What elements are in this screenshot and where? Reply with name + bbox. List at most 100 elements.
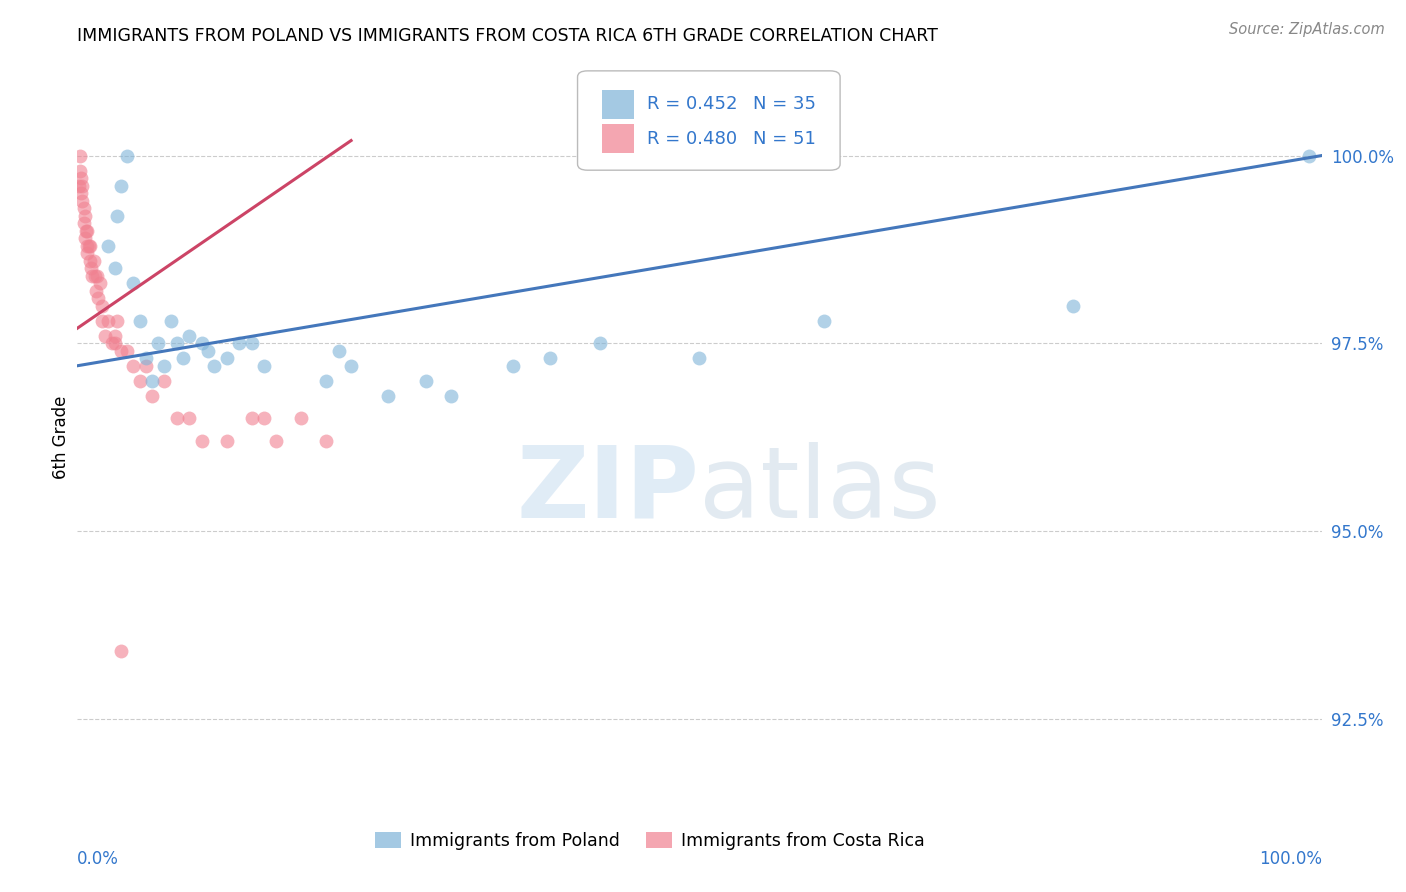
- Point: [84, 284, 107, 298]
- Point: [97, 238, 120, 252]
- Point: [172, 351, 194, 366]
- Point: [69, 148, 91, 162]
- Point: [83, 253, 105, 268]
- Point: [153, 359, 176, 373]
- Point: [166, 336, 188, 351]
- Point: [110, 343, 132, 358]
- Point: [69, 163, 91, 178]
- Text: ZIP: ZIP: [516, 442, 700, 539]
- Point: [67, 178, 90, 193]
- Point: [179, 328, 201, 343]
- Text: Source: ZipAtlas.com: Source: ZipAtlas.com: [1229, 22, 1385, 37]
- Point: [240, 411, 263, 425]
- Point: [179, 411, 201, 425]
- Bar: [602, 124, 634, 153]
- Point: [197, 343, 219, 358]
- Point: [328, 343, 350, 358]
- Point: [1062, 299, 1084, 313]
- Point: [72, 216, 94, 230]
- Point: [101, 336, 124, 351]
- Point: [87, 291, 110, 305]
- Text: 0.0%: 0.0%: [77, 850, 120, 868]
- Point: [315, 374, 337, 388]
- Point: [72, 178, 94, 193]
- Point: [105, 314, 128, 328]
- Point: [240, 336, 263, 351]
- Point: [135, 351, 157, 366]
- Point: [79, 253, 101, 268]
- Point: [290, 411, 312, 425]
- Point: [73, 231, 96, 245]
- Point: [141, 389, 163, 403]
- Point: [1298, 148, 1320, 162]
- Point: [122, 276, 145, 290]
- Point: [79, 238, 101, 252]
- Point: [153, 374, 176, 388]
- Point: [689, 351, 711, 366]
- Point: [80, 261, 103, 276]
- Point: [135, 359, 157, 373]
- Point: [115, 148, 138, 162]
- Point: [97, 314, 120, 328]
- Point: [82, 268, 104, 283]
- Point: [70, 171, 93, 186]
- Point: [215, 434, 238, 448]
- Point: [502, 359, 524, 373]
- Point: [141, 374, 163, 388]
- Point: [91, 299, 114, 313]
- Point: [128, 314, 150, 328]
- Text: R = 0.480: R = 0.480: [647, 130, 737, 148]
- Point: [93, 328, 115, 343]
- Point: [105, 209, 128, 223]
- Point: [538, 351, 561, 366]
- Point: [253, 411, 276, 425]
- Point: [340, 359, 363, 373]
- Point: [72, 194, 94, 208]
- Point: [104, 328, 127, 343]
- Point: [202, 359, 225, 373]
- Legend: Immigrants from Poland, Immigrants from Costa Rica: Immigrants from Poland, Immigrants from …: [368, 825, 931, 857]
- Text: IMMIGRANTS FROM POLAND VS IMMIGRANTS FROM COSTA RICA 6TH GRADE CORRELATION CHART: IMMIGRANTS FROM POLAND VS IMMIGRANTS FRO…: [77, 28, 938, 45]
- Bar: [602, 90, 634, 119]
- Point: [76, 224, 98, 238]
- Point: [75, 224, 97, 238]
- Point: [122, 359, 145, 373]
- Text: atlas: atlas: [700, 442, 941, 539]
- Point: [76, 238, 98, 252]
- Point: [73, 209, 96, 223]
- Point: [104, 336, 127, 351]
- Point: [377, 389, 399, 403]
- Text: N = 35: N = 35: [754, 95, 815, 113]
- Point: [76, 246, 98, 260]
- Point: [439, 389, 461, 403]
- Point: [228, 336, 250, 351]
- Point: [70, 186, 93, 200]
- Point: [115, 343, 138, 358]
- Point: [110, 178, 132, 193]
- Point: [128, 374, 150, 388]
- Point: [77, 238, 100, 252]
- Point: [72, 201, 94, 215]
- Point: [253, 359, 276, 373]
- FancyBboxPatch shape: [578, 70, 841, 170]
- Point: [215, 351, 238, 366]
- Text: N = 51: N = 51: [754, 130, 815, 148]
- Y-axis label: 6th Grade: 6th Grade: [52, 395, 70, 479]
- Point: [91, 314, 114, 328]
- Point: [86, 268, 108, 283]
- Point: [266, 434, 288, 448]
- Point: [813, 314, 835, 328]
- Point: [315, 434, 337, 448]
- Point: [89, 276, 111, 290]
- Text: R = 0.452: R = 0.452: [647, 95, 738, 113]
- Point: [159, 314, 181, 328]
- Point: [104, 261, 127, 276]
- Point: [191, 434, 214, 448]
- Point: [148, 336, 170, 351]
- Point: [589, 336, 612, 351]
- Point: [415, 374, 437, 388]
- Point: [166, 411, 188, 425]
- Text: 100.0%: 100.0%: [1258, 850, 1322, 868]
- Point: [83, 268, 105, 283]
- Point: [110, 644, 132, 658]
